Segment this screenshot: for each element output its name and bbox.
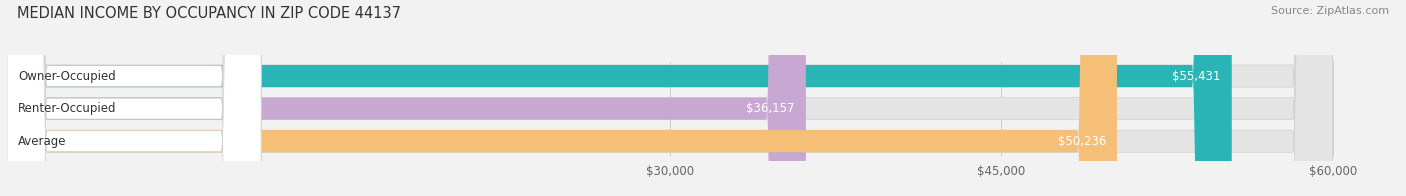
FancyBboxPatch shape (7, 0, 806, 196)
Text: Renter-Occupied: Renter-Occupied (18, 102, 117, 115)
FancyBboxPatch shape (7, 0, 1232, 196)
FancyBboxPatch shape (7, 0, 1333, 196)
FancyBboxPatch shape (7, 0, 1333, 196)
FancyBboxPatch shape (7, 0, 262, 196)
FancyBboxPatch shape (7, 0, 262, 196)
Text: Source: ZipAtlas.com: Source: ZipAtlas.com (1271, 6, 1389, 16)
Text: $36,157: $36,157 (747, 102, 794, 115)
Text: $55,431: $55,431 (1173, 70, 1220, 83)
Text: $50,236: $50,236 (1057, 135, 1107, 148)
FancyBboxPatch shape (7, 0, 262, 196)
Text: Owner-Occupied: Owner-Occupied (18, 70, 115, 83)
FancyBboxPatch shape (7, 0, 1116, 196)
Text: MEDIAN INCOME BY OCCUPANCY IN ZIP CODE 44137: MEDIAN INCOME BY OCCUPANCY IN ZIP CODE 4… (17, 6, 401, 21)
Text: Average: Average (18, 135, 66, 148)
FancyBboxPatch shape (7, 0, 1333, 196)
